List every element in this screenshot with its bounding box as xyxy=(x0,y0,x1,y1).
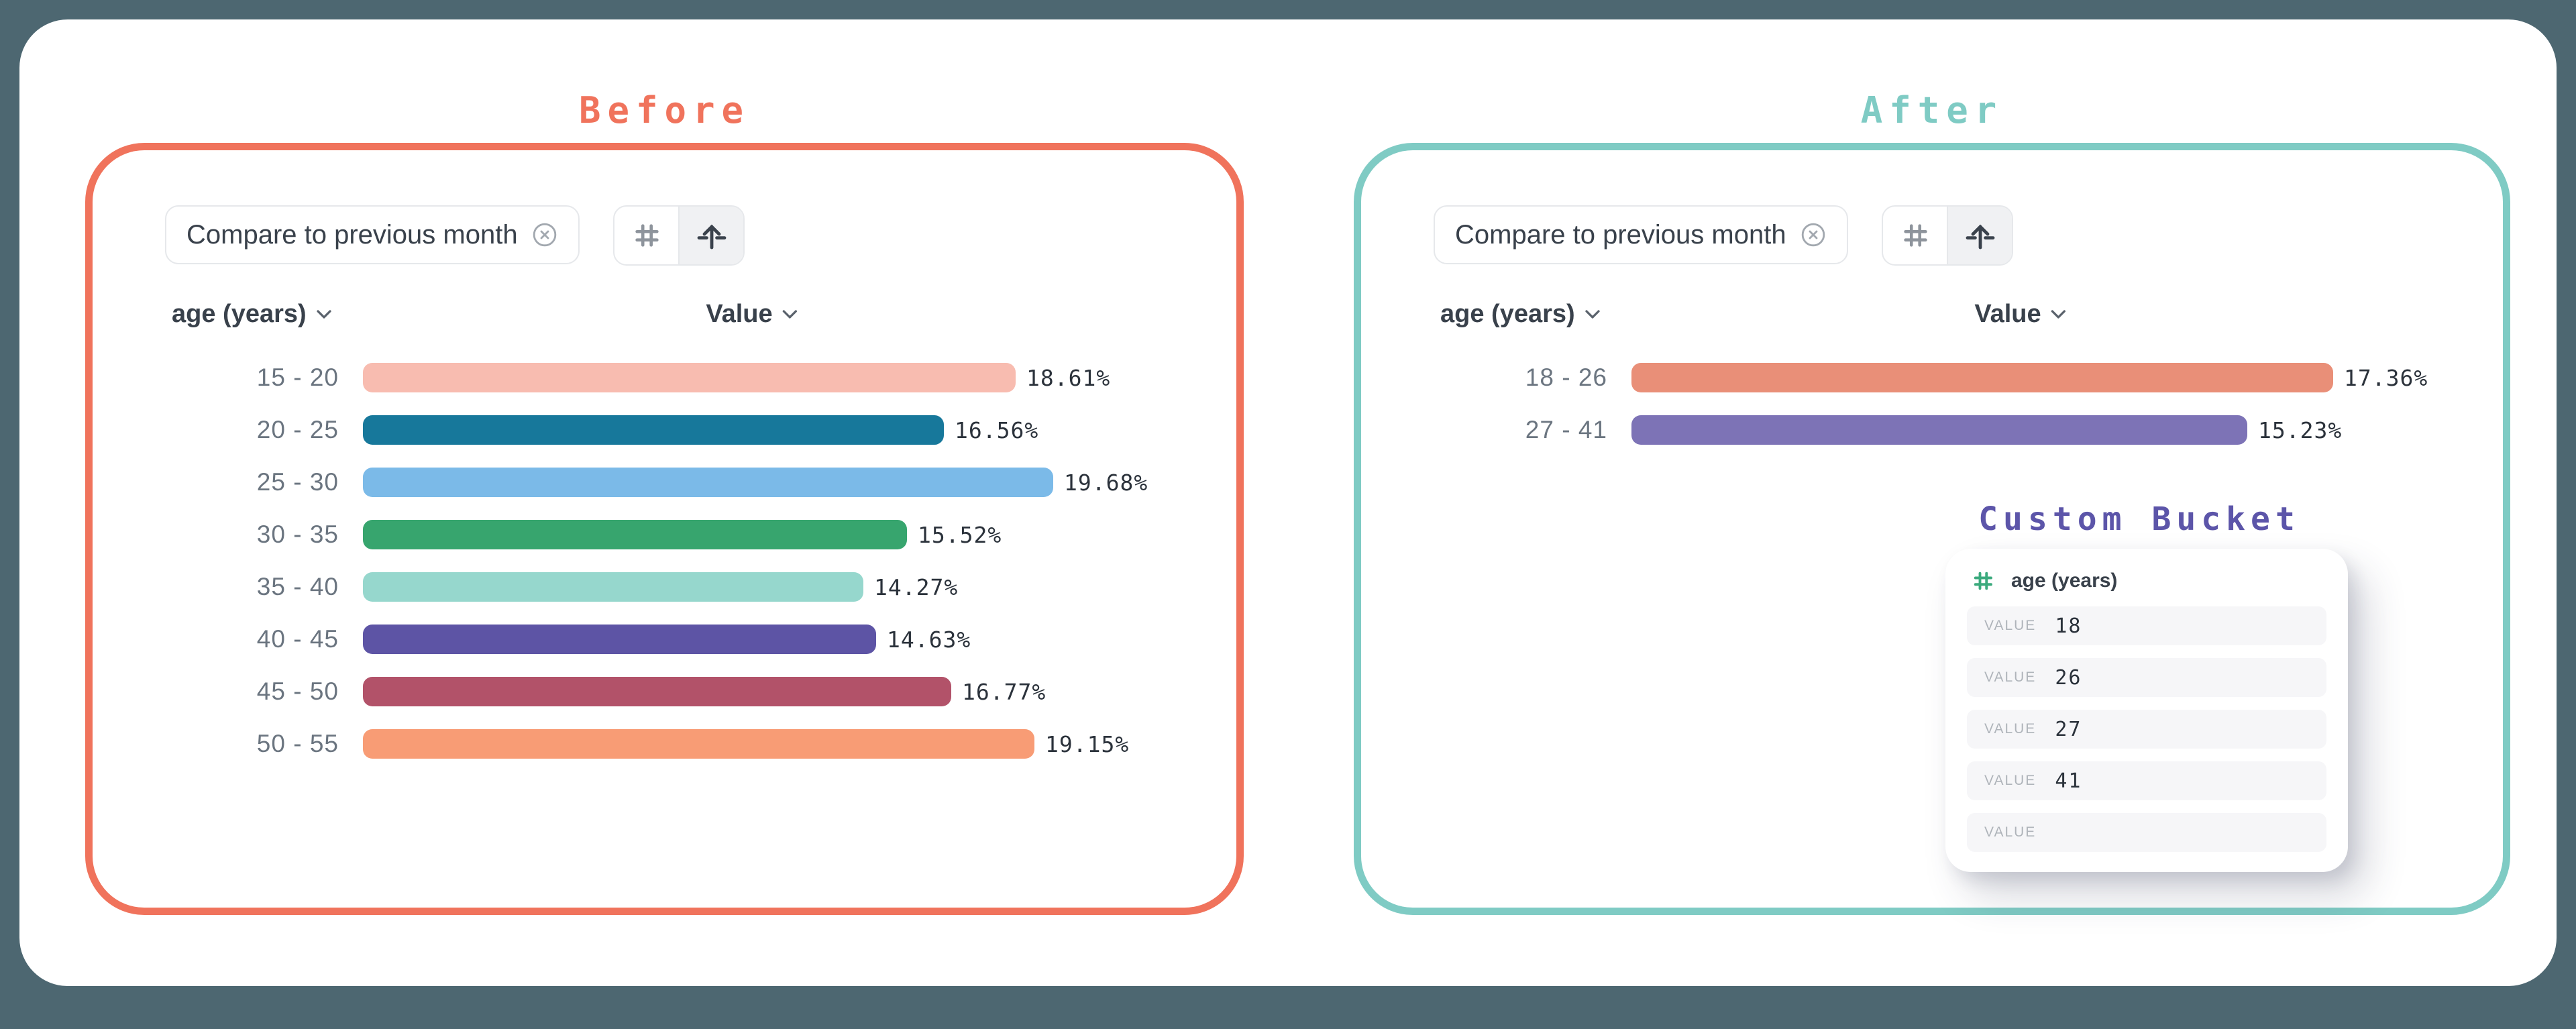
sort-toggle-button[interactable] xyxy=(1947,207,2012,264)
bucket-value-input[interactable]: VALUE xyxy=(1967,813,2326,852)
age-bucket-label: 27 - 41 xyxy=(1525,416,1607,443)
value-bar[interactable] xyxy=(363,572,863,602)
display-toggle-group xyxy=(613,205,745,266)
bar-chart-rows: 18 - 26 17.36% 27 - 41 15.23% xyxy=(1361,351,2503,456)
bucket-value-input[interactable]: VALUE 41 xyxy=(1967,761,2326,800)
hash-icon xyxy=(631,220,662,251)
custom-bucket-field: age (years) xyxy=(1971,569,2326,593)
bucket-value-prefix: VALUE xyxy=(1984,669,2037,685)
age-bucket-label: 35 - 40 xyxy=(256,573,339,600)
dimension-header[interactable]: age (years) xyxy=(172,298,332,330)
hash-icon xyxy=(1971,569,1995,593)
bucket-value-prefix: VALUE xyxy=(1984,618,2037,633)
value-label: 14.63% xyxy=(887,626,971,653)
chevron-down-icon xyxy=(1585,309,1601,319)
measure-header-label: Value xyxy=(1974,299,2041,328)
sort-toggle-button[interactable] xyxy=(678,207,743,264)
age-bucket-label: 45 - 50 xyxy=(256,678,339,705)
value-bar[interactable] xyxy=(363,363,1016,392)
value-bar[interactable] xyxy=(1631,363,2333,392)
dimension-header-label: age (years) xyxy=(172,299,307,328)
bucket-value-text: 26 xyxy=(2055,665,2082,690)
measure-header-label: Value xyxy=(706,299,773,328)
sort-arrow-icon xyxy=(696,219,728,252)
filter-chip-label: Compare to previous month xyxy=(1455,219,1786,250)
age-bucket-label: 25 - 30 xyxy=(256,468,339,496)
filter-chip[interactable]: Compare to previous month xyxy=(165,205,580,264)
bucket-value-input[interactable]: VALUE 26 xyxy=(1967,658,2326,697)
value-bar[interactable] xyxy=(363,415,944,445)
bar-chart-rows: 15 - 20 18.61% 20 - 25 16.56% 25 - 30 19.68% 3… xyxy=(93,351,1236,770)
remove-filter-icon[interactable] xyxy=(531,221,558,248)
table-row: 20 - 25 16.56% xyxy=(93,404,1236,456)
custom-bucket-popup: age (years) VALUE 18 VALUE 26 VALUE 27 VALUE 41… xyxy=(1945,549,2348,872)
value-label: 15.52% xyxy=(918,521,1002,548)
measure-header[interactable]: Value xyxy=(1974,298,2066,330)
table-row: 25 - 30 19.68% xyxy=(93,456,1236,508)
numeric-format-button[interactable] xyxy=(614,207,678,264)
custom-bucket-title: Custom Bucket xyxy=(1978,500,2300,538)
value-label: 17.36% xyxy=(2344,364,2428,391)
bucket-value-input[interactable]: VALUE 18 xyxy=(1967,606,2326,645)
bucket-value-prefix: VALUE xyxy=(1984,824,2037,840)
before-panel: Compare to previous month age xyxy=(85,143,1244,915)
dimension-header-label: age (years) xyxy=(1440,299,1575,328)
age-bucket-label: 40 - 45 xyxy=(256,625,339,653)
value-label: 19.15% xyxy=(1045,730,1130,757)
value-bar[interactable] xyxy=(363,520,907,549)
table-row: 18 - 26 17.36% xyxy=(1361,351,2503,404)
filter-chip-label: Compare to previous month xyxy=(186,219,518,250)
measure-header[interactable]: Value xyxy=(706,298,798,330)
bucket-value-text: 41 xyxy=(2055,769,2082,793)
value-label: 18.61% xyxy=(1026,364,1111,391)
age-bucket-label: 18 - 26 xyxy=(1525,364,1607,391)
after-panel: Compare to previous month age xyxy=(1354,143,2510,915)
value-label: 16.77% xyxy=(962,678,1046,705)
table-row: 27 - 41 15.23% xyxy=(1361,404,2503,456)
chevron-down-icon xyxy=(782,309,798,319)
age-bucket-label: 15 - 20 xyxy=(256,364,339,391)
numeric-format-button[interactable] xyxy=(1883,207,1947,264)
table-row: 30 - 35 15.52% xyxy=(93,508,1236,561)
sort-arrow-icon xyxy=(1964,219,1996,252)
bucket-value-prefix: VALUE xyxy=(1984,773,2037,788)
hash-icon xyxy=(1900,220,1931,251)
age-bucket-label: 50 - 55 xyxy=(256,730,339,757)
bucket-value-prefix: VALUE xyxy=(1984,721,2037,737)
display-toggle-group xyxy=(1882,205,2013,266)
value-label: 16.56% xyxy=(955,417,1039,443)
age-bucket-label: 20 - 25 xyxy=(256,416,339,443)
table-row: 35 - 40 14.27% xyxy=(93,561,1236,613)
filter-chip[interactable]: Compare to previous month xyxy=(1434,205,1848,264)
value-bar[interactable] xyxy=(363,625,876,654)
custom-bucket-value-list: VALUE 18 VALUE 26 VALUE 27 VALUE 41 VALUE xyxy=(1967,606,2326,852)
bucket-value-text: 18 xyxy=(2055,614,2082,638)
table-row: 45 - 50 16.77% xyxy=(93,665,1236,718)
custom-bucket-field-label: age (years) xyxy=(2011,570,2118,592)
before-title: Before xyxy=(578,89,751,131)
value-bar[interactable] xyxy=(363,677,951,706)
dimension-header[interactable]: age (years) xyxy=(1440,298,1601,330)
chevron-down-icon xyxy=(316,309,332,319)
value-label: 19.68% xyxy=(1064,469,1148,496)
value-bar[interactable] xyxy=(363,729,1034,759)
chevron-down-icon xyxy=(2051,309,2067,319)
table-row: 50 - 55 19.15% xyxy=(93,718,1236,770)
main-card: Before After Compare to previous month xyxy=(19,19,2557,986)
remove-filter-icon[interactable] xyxy=(1800,221,1827,248)
age-bucket-label: 30 - 35 xyxy=(256,521,339,548)
value-bar[interactable] xyxy=(363,468,1053,497)
value-label: 14.27% xyxy=(874,574,959,600)
table-row: 15 - 20 18.61% xyxy=(93,351,1236,404)
bucket-value-input[interactable]: VALUE 27 xyxy=(1967,710,2326,749)
bucket-value-text: 27 xyxy=(2055,717,2082,741)
after-title: After xyxy=(1860,89,2004,131)
table-row: 40 - 45 14.63% xyxy=(93,613,1236,665)
value-bar[interactable] xyxy=(1631,415,2247,445)
value-label: 15.23% xyxy=(2258,417,2343,443)
